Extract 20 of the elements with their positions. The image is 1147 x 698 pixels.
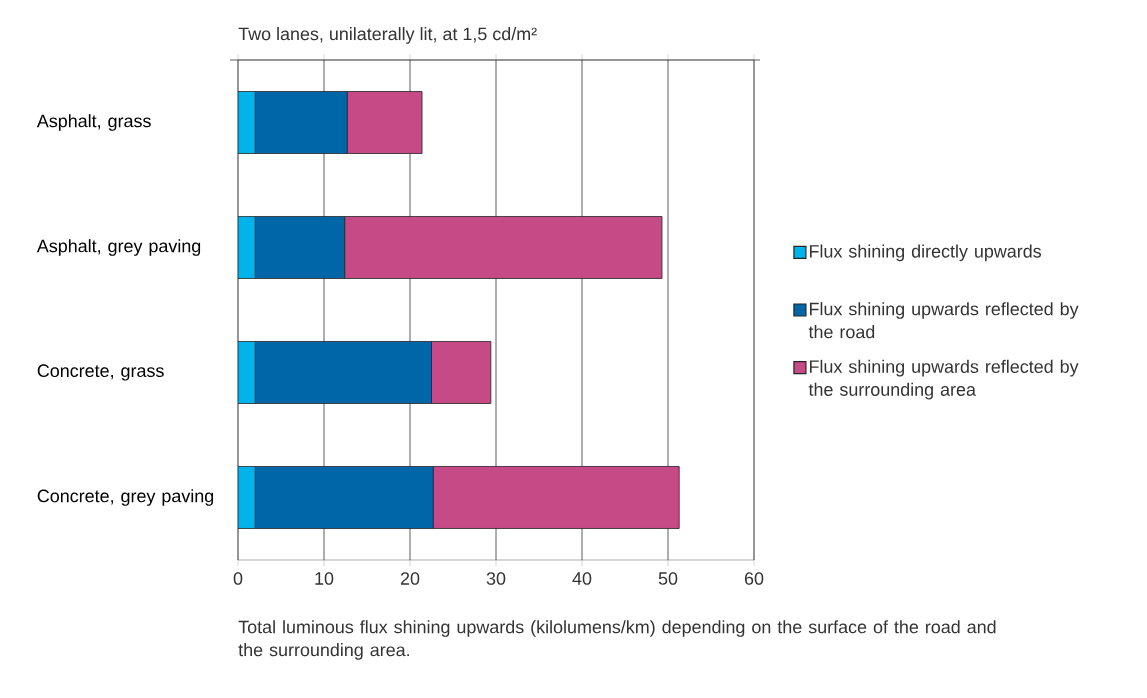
x-tick-label: 20 — [400, 572, 420, 585]
y-tick-label: Asphalt, grass — [36, 114, 151, 131]
x-tick-label: 50 — [658, 572, 678, 585]
legend-label: Flux shining upwards reflected by the surrounding area — [808, 359, 1079, 400]
x-tick-label: 60 — [744, 572, 764, 585]
bar — [238, 466, 256, 529]
x-tick-label: 30 — [486, 572, 506, 585]
bar — [238, 216, 256, 279]
bar — [238, 91, 256, 154]
y-tick-label: Asphalt, grey paving — [36, 239, 201, 256]
y-tick-label: Concrete, grey paving — [37, 489, 214, 506]
bar — [238, 341, 256, 404]
y-tick-label: Concrete, grass — [37, 364, 164, 381]
x-tick-label: 10 — [315, 572, 334, 585]
legend-label: Flux shining upwards reflected by the road — [808, 302, 1079, 339]
text: Total luminous flux shining upwards (kilolumens/km) depending on the surface of the road and the surrounding area. — [238, 620, 996, 660]
legend-label: Flux shining directly upwards — [809, 244, 1042, 262]
x-tick-label: 0 — [233, 572, 243, 585]
chart-title: Two lanes, unilaterally lit, at 1,5 cd/m² — [238, 27, 537, 44]
x-tick-label: 40 — [572, 572, 592, 585]
